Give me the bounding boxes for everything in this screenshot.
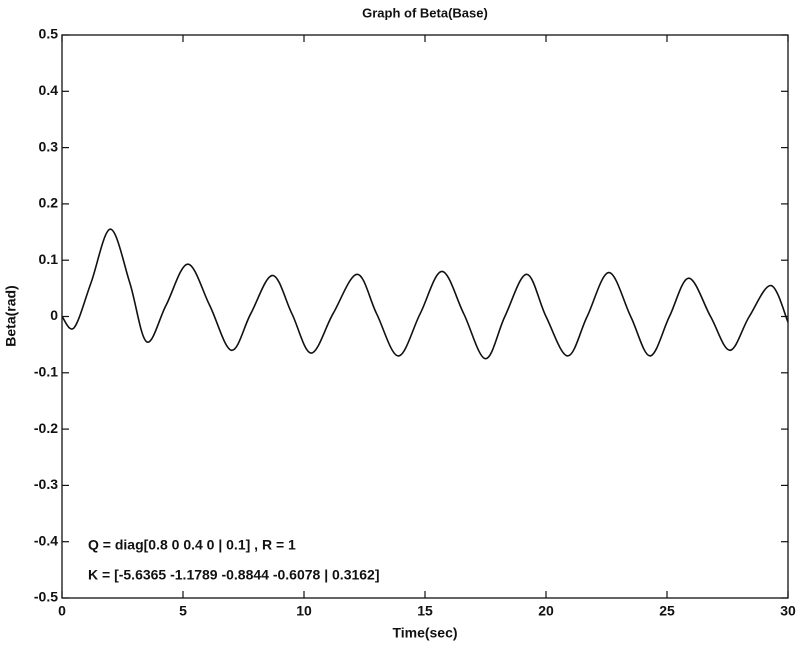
y-tick-label: 0.5 — [39, 26, 59, 42]
y-tick-label: -0.3 — [34, 476, 58, 492]
plot-frame — [61, 34, 789, 599]
y-tick-label: 0.2 — [39, 195, 59, 211]
y-tick-label: -0.5 — [34, 589, 58, 605]
x-axis-label: Time(sec) — [392, 625, 457, 641]
x-tick-label: 5 — [179, 603, 187, 619]
y-axis-label: Beta(rad) — [3, 285, 19, 346]
y-tick-label: 0.3 — [39, 138, 59, 154]
x-tick-label: 30 — [780, 603, 796, 619]
annotation: K = [-5.6365 -1.1789 -0.8844 -0.6078 | 0… — [88, 567, 380, 583]
x-tick-label: 0 — [58, 603, 66, 619]
x-tick-label: 20 — [538, 603, 554, 619]
x-tick-label: 15 — [417, 603, 433, 619]
y-tick-label: 0 — [50, 307, 58, 323]
y-tick-label: 0.4 — [39, 82, 59, 98]
annotation: Q = diag[0.8 0 0.4 0 | 0.1] , R = 1 — [88, 537, 296, 553]
y-tick-label: -0.4 — [34, 532, 58, 548]
x-tick-label: 25 — [659, 603, 675, 619]
y-tick-label: -0.2 — [34, 420, 58, 436]
y-tick-label: 0.1 — [39, 251, 59, 267]
line-series — [61, 228, 789, 360]
chart-title: Graph of Beta(Base) — [362, 5, 488, 20]
y-tick-label: -0.1 — [34, 364, 58, 380]
x-tick-label: 10 — [296, 603, 312, 619]
